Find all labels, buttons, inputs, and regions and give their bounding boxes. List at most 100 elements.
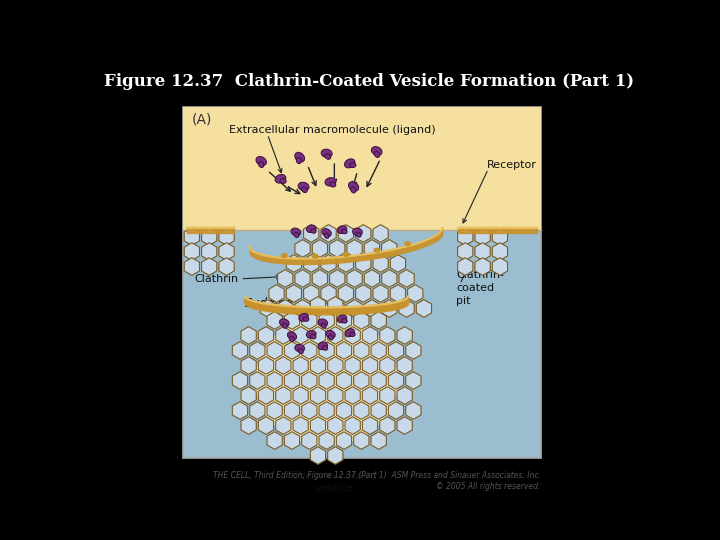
Polygon shape: [293, 417, 308, 434]
Polygon shape: [354, 432, 369, 449]
Ellipse shape: [372, 146, 382, 156]
Polygon shape: [284, 372, 300, 389]
Polygon shape: [330, 269, 345, 287]
Polygon shape: [250, 342, 265, 359]
Text: (A): (A): [192, 112, 212, 126]
Polygon shape: [475, 242, 490, 260]
Polygon shape: [293, 387, 308, 404]
Ellipse shape: [374, 152, 379, 157]
Polygon shape: [267, 372, 282, 389]
Polygon shape: [397, 357, 413, 374]
Polygon shape: [492, 242, 508, 260]
Polygon shape: [345, 387, 360, 404]
Ellipse shape: [344, 159, 355, 168]
Polygon shape: [356, 255, 371, 272]
Ellipse shape: [307, 225, 316, 233]
Polygon shape: [319, 372, 334, 389]
Polygon shape: [373, 225, 388, 242]
Polygon shape: [364, 300, 379, 318]
Ellipse shape: [289, 336, 294, 342]
Polygon shape: [347, 300, 362, 318]
Ellipse shape: [351, 187, 356, 193]
Polygon shape: [330, 240, 345, 257]
Polygon shape: [312, 269, 328, 287]
Polygon shape: [405, 342, 421, 359]
Ellipse shape: [345, 329, 354, 337]
Ellipse shape: [321, 149, 332, 158]
Ellipse shape: [280, 179, 287, 184]
Polygon shape: [304, 225, 319, 242]
Polygon shape: [371, 432, 387, 449]
Polygon shape: [345, 417, 360, 434]
Polygon shape: [356, 285, 371, 302]
Polygon shape: [310, 327, 325, 345]
Ellipse shape: [299, 313, 308, 321]
Polygon shape: [267, 312, 282, 329]
Ellipse shape: [297, 158, 301, 164]
Polygon shape: [202, 228, 217, 245]
Polygon shape: [302, 402, 317, 420]
Polygon shape: [336, 342, 351, 359]
Polygon shape: [345, 357, 360, 374]
Polygon shape: [362, 357, 377, 374]
Polygon shape: [338, 255, 354, 272]
Polygon shape: [356, 225, 371, 242]
Polygon shape: [388, 402, 404, 420]
Polygon shape: [354, 312, 369, 329]
Polygon shape: [241, 357, 256, 374]
Polygon shape: [371, 372, 387, 389]
Polygon shape: [293, 357, 308, 374]
Ellipse shape: [405, 242, 410, 246]
Polygon shape: [321, 225, 336, 242]
Polygon shape: [399, 300, 414, 318]
Polygon shape: [295, 269, 310, 287]
Ellipse shape: [279, 319, 289, 327]
Ellipse shape: [321, 323, 326, 328]
Ellipse shape: [318, 319, 328, 327]
Polygon shape: [276, 387, 291, 404]
Polygon shape: [458, 228, 473, 245]
Text: Extracellular macromolecule (ligand): Extracellular macromolecule (ligand): [229, 125, 436, 135]
Polygon shape: [287, 255, 302, 272]
Ellipse shape: [282, 323, 287, 328]
Polygon shape: [458, 242, 473, 260]
Ellipse shape: [325, 154, 330, 159]
Polygon shape: [310, 417, 325, 434]
Polygon shape: [258, 357, 274, 374]
Text: THE CELL, Third Edition, Figure 12.37 (Part 1)  ASM Press and Sinauer Associates: THE CELL, Third Edition, Figure 12.37 (P…: [212, 471, 541, 491]
Polygon shape: [328, 447, 343, 464]
Polygon shape: [278, 300, 293, 318]
Ellipse shape: [350, 163, 356, 167]
Polygon shape: [321, 255, 336, 272]
Ellipse shape: [298, 182, 309, 191]
Polygon shape: [345, 327, 360, 345]
Polygon shape: [388, 342, 404, 359]
Polygon shape: [354, 402, 369, 420]
Polygon shape: [492, 258, 508, 275]
Ellipse shape: [356, 232, 361, 237]
Ellipse shape: [275, 174, 286, 183]
Polygon shape: [250, 372, 265, 389]
Polygon shape: [302, 432, 317, 449]
Polygon shape: [336, 432, 351, 449]
Ellipse shape: [311, 229, 316, 233]
Polygon shape: [284, 432, 300, 449]
Polygon shape: [416, 300, 431, 318]
Polygon shape: [312, 240, 328, 257]
Ellipse shape: [337, 226, 347, 233]
Ellipse shape: [374, 248, 379, 252]
Polygon shape: [475, 228, 490, 245]
Polygon shape: [276, 417, 291, 434]
Ellipse shape: [303, 317, 309, 321]
Text: Budding: Budding: [244, 297, 293, 310]
Polygon shape: [373, 255, 388, 272]
Polygon shape: [382, 269, 397, 287]
Polygon shape: [371, 342, 387, 359]
Polygon shape: [379, 387, 395, 404]
Ellipse shape: [258, 161, 264, 167]
Polygon shape: [390, 285, 405, 302]
Ellipse shape: [323, 346, 328, 350]
Polygon shape: [379, 357, 395, 374]
Polygon shape: [362, 327, 377, 345]
Polygon shape: [302, 342, 317, 359]
